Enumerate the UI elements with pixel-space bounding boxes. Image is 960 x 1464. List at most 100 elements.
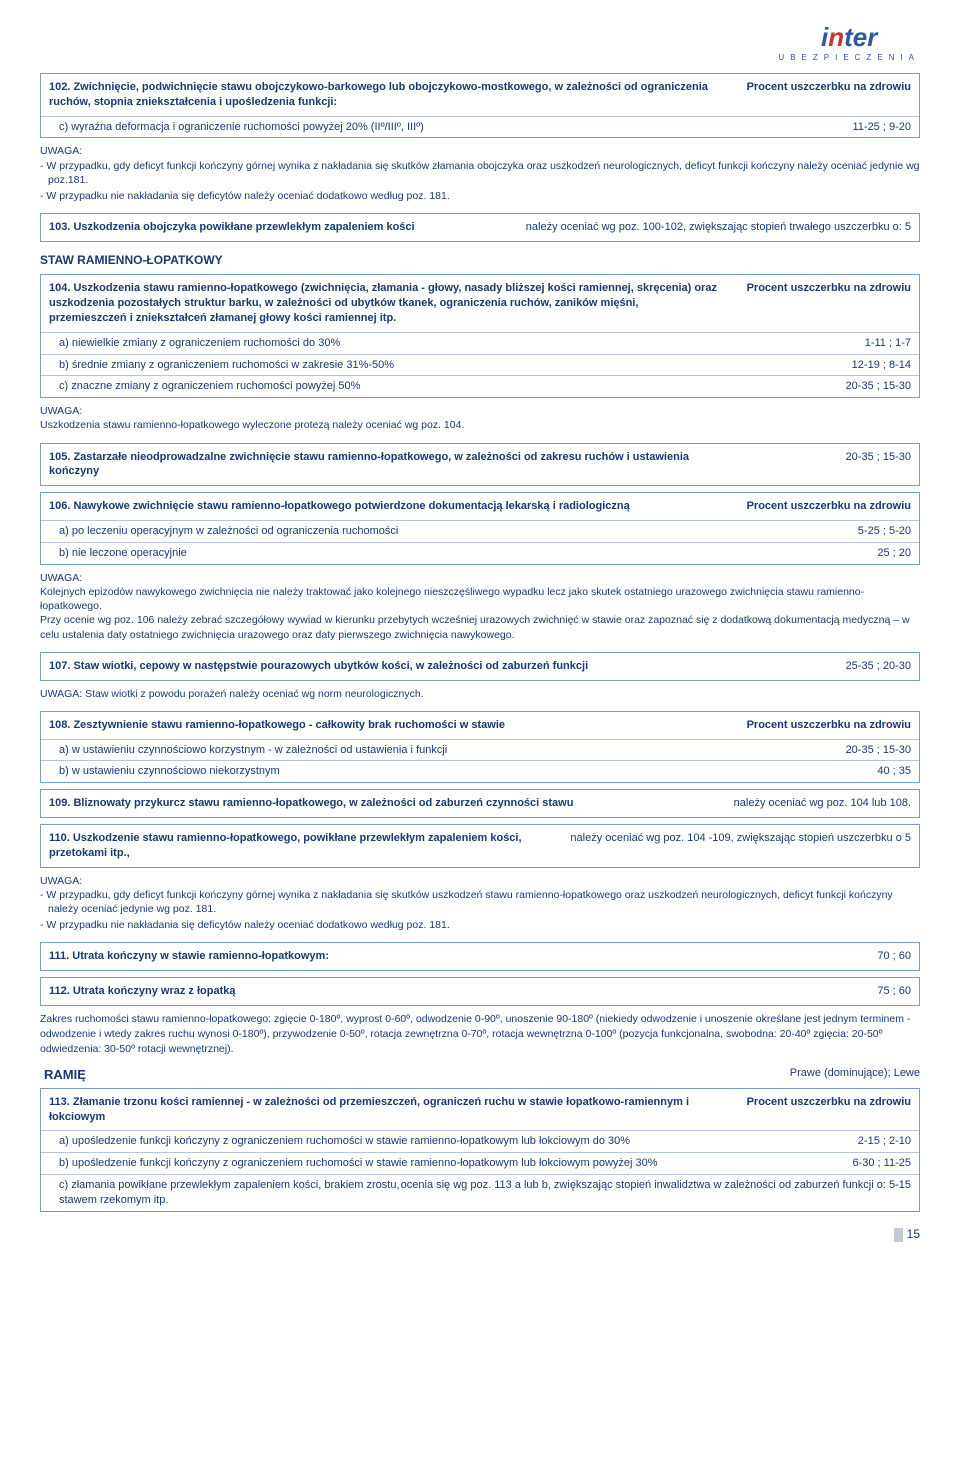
section-103-title: 103. Uszkodzenia obojczyka powikłane prz… [49,220,526,235]
s104-b-v: 12-19 ; 8-14 [771,358,911,373]
section-113-title: 113. Złamanie trzonu kości ramiennej - w… [49,1095,731,1125]
s106-b-v: 25 ; 20 [771,546,911,561]
section-108-header: 108. Zesztywnienie stawu ramienno-łopatk… [41,712,919,739]
s108-b-l: b) w ustawieniu czynnościowo niekorzystn… [49,764,771,779]
s102-c-label: c) wyraźna deformacja i ograniczenie ruc… [49,120,771,135]
ramie-right: Prawe (dominujące); Lewe [790,1066,920,1084]
s102-c-val: 11-25 ; 9-20 [771,120,911,135]
s108-b: b) w ustawieniu czynnościowo niekorzystn… [41,760,919,782]
section-113-header: 113. Złamanie trzonu kości ramiennej - w… [41,1089,919,1131]
logo-accent: n [828,22,844,52]
note-110-label: UWAGA: [40,874,920,888]
section-108: 108. Zesztywnienie stawu ramienno-łopatk… [40,711,920,784]
note-102-l1: - W przypadku, gdy deficyt funkcji kończ… [40,159,920,187]
s113-a-l: a) upośledzenie funkcji kończyny z ogran… [49,1134,771,1149]
section-110: 110. Uszkodzenie stawu ramienno-łopatkow… [40,824,920,868]
s104-c: c) znaczne zmiany z ograniczeniem ruchom… [41,375,919,397]
section-104-header: 104. Uszkodzenia stawu ramienno-łopatkow… [41,275,919,332]
section-104-right: Procent uszczerbku na zdrowiu [731,281,911,326]
note-107: UWAGA: Staw wiotki z powodu porażeń nale… [40,687,920,701]
logo: inter UBEZPIECZENIA [778,20,920,64]
s104-a-l: a) niewielkie zmiany z ograniczeniem ruc… [49,336,771,351]
ramie-left: RAMIĘ [40,1066,790,1084]
note-110-l1: - W przypadku, gdy deficyt funkcji kończ… [40,888,920,916]
section-107: 107. Staw wiotki, cepowy w następstwie p… [40,652,920,681]
section-109-right: należy oceniać wg poz. 104 lub 108. [731,796,911,811]
note-110-l2: - W przypadku nie nakładania się deficyt… [40,918,920,932]
s113-a-v: 2-15 ; 2-10 [771,1134,911,1149]
logo-post: ter [844,22,877,52]
section-111: 111. Utrata kończyny w stawie ramienno-ł… [40,942,920,971]
note-104-label: UWAGA: [40,404,920,418]
s106-a: a) po leczeniu operacyjnym w zależności … [41,520,919,542]
section-108-right: Procent uszczerbku na zdrowiu [731,718,911,733]
section-108-title: 108. Zesztywnienie stawu ramienno-łopatk… [49,718,731,733]
section-112-right: 75 ; 60 [731,984,911,999]
s113-c: c) złamania powikłane przewlekłym zapale… [41,1174,919,1211]
section-103-right: należy oceniać wg poz. 100-102, zwiększa… [526,220,911,235]
logo-area: inter UBEZPIECZENIA [40,20,920,65]
section-113-right: Procent uszczerbku na zdrowiu [731,1095,911,1125]
section-111-right: 70 ; 60 [731,949,911,964]
section-105-title: 105. Zastarzałe nieodprowadzalne zwichni… [49,450,731,480]
section-109: 109. Bliznowaty przykurcz stawu ramienno… [40,789,920,818]
section-106-header: 106. Nawykowe zwichnięcie stawu ramienno… [41,493,919,520]
section-102: 102. Zwichnięcie, podwichnięcie stawu ob… [40,73,920,139]
section-109-title: 109. Bliznowaty przykurcz stawu ramienno… [49,796,731,811]
section-102-title: 102. Zwichnięcie, podwichnięcie stawu ob… [49,80,731,110]
note-106-l1: Kolejnych epizodów nawykowego zwichnięci… [40,585,920,613]
note-110: UWAGA: - W przypadku, gdy deficyt funkcj… [40,874,920,933]
note-106: UWAGA: Kolejnych epizodów nawykowego zwi… [40,571,920,642]
section-102-header: 102. Zwichnięcie, podwichnięcie stawu ob… [41,74,919,116]
s104-b-l: b) średnie zmiany z ograniczeniem ruchom… [49,358,771,373]
section-102-row-c: c) wyraźna deformacja i ograniczenie ruc… [41,116,919,138]
section-107-right: 25-35 ; 20-30 [731,659,911,674]
note-102-label: UWAGA: [40,144,920,158]
section-113: 113. Złamanie trzonu kości ramiennej - w… [40,1088,920,1212]
note-104-l1: Uszkodzenia stawu ramienno-łopatkowego w… [40,418,920,432]
logo-text: inter [778,20,920,55]
s108-b-v: 40 ; 35 [771,764,911,779]
zakres-paragraph: Zakres ruchomości stawu ramienno-łopatko… [40,1012,920,1056]
s113-b-l: b) upośledzenie funkcji kończyny z ogran… [49,1156,771,1171]
section-110-title: 110. Uszkodzenie stawu ramienno-łopatkow… [49,831,570,861]
page-number: 15 [40,1226,920,1243]
section-110-right: należy oceniać wg poz. 104 -109, zwiększ… [570,831,911,861]
section-106-title: 106. Nawykowe zwichnięcie stawu ramienno… [49,499,731,514]
section-112: 112. Utrata kończyny wraz z łopatką 75 ;… [40,977,920,1006]
page-num-box [894,1228,903,1242]
s113-a: a) upośledzenie funkcji kończyny z ogran… [41,1130,919,1152]
note-106-l2: Przy ocenie wg poz. 106 należy zebrać sz… [40,613,920,641]
s104-c-l: c) znaczne zmiany z ograniczeniem ruchom… [49,379,771,394]
section-104-title: 104. Uszkodzenia stawu ramienno-łopatkow… [49,281,731,326]
section-106-right: Procent uszczerbku na zdrowiu [731,499,911,514]
s104-b: b) średnie zmiany z ograniczeniem ruchom… [41,354,919,376]
s113-b: b) upośledzenie funkcji kończyny z ogran… [41,1152,919,1174]
section-111-title: 111. Utrata kończyny w stawie ramienno-ł… [49,949,731,964]
s106-a-l: a) po leczeniu operacyjnym w zależności … [49,524,771,539]
ramie-header: RAMIĘ Prawe (dominujące); Lewe [40,1066,920,1084]
heading-staw: STAW RAMIENNO-ŁOPATKOWY [40,252,920,268]
section-105: 105. Zastarzałe nieodprowadzalne zwichni… [40,443,920,487]
note-104: UWAGA: Uszkodzenia stawu ramienno-łopatk… [40,404,920,432]
section-102-right: Procent uszczerbku na zdrowiu [731,80,911,110]
section-107-title: 107. Staw wiotki, cepowy w następstwie p… [49,659,731,674]
note-106-label: UWAGA: [40,571,920,585]
section-105-right: 20-35 ; 15-30 [731,450,911,480]
page-num-value: 15 [907,1227,920,1241]
s106-b-l: b) nie leczone operacyjnie [49,546,771,561]
s108-a-v: 20-35 ; 15-30 [771,743,911,758]
s104-a-v: 1-11 ; 1-7 [771,336,911,351]
section-103: 103. Uszkodzenia obojczyka powikłane prz… [40,213,920,242]
section-106: 106. Nawykowe zwichnięcie stawu ramienno… [40,492,920,565]
section-112-title: 112. Utrata kończyny wraz z łopatką [49,984,731,999]
s113-c-v: ocenia się wg poz. 113 a lub b, zwiększa… [401,1178,911,1208]
s113-c-l: c) złamania powikłane przewlekłym zapale… [49,1178,401,1208]
note-102-l2: - W przypadku nie nakładania się deficyt… [40,189,920,203]
s113-b-v: 6-30 ; 11-25 [771,1156,911,1171]
s106-b: b) nie leczone operacyjnie25 ; 20 [41,542,919,564]
note-102: UWAGA: - W przypadku, gdy deficyt funkcj… [40,144,920,203]
section-104: 104. Uszkodzenia stawu ramienno-łopatkow… [40,274,920,398]
s104-a: a) niewielkie zmiany z ograniczeniem ruc… [41,332,919,354]
s104-c-v: 20-35 ; 15-30 [771,379,911,394]
